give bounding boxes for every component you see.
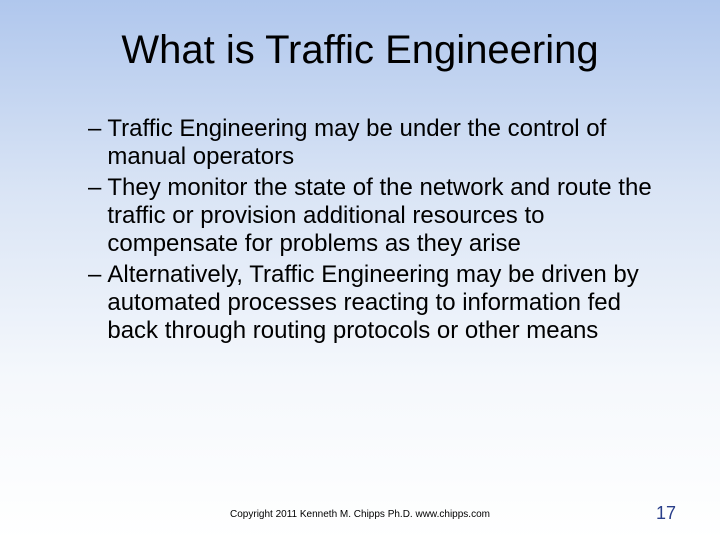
bullet-text: Traffic Engineering may be under the con… — [107, 115, 660, 172]
bullet-text: They monitor the state of the network an… — [107, 174, 660, 259]
list-item: – They monitor the state of the network … — [88, 174, 660, 259]
bullet-dash-icon: – — [88, 174, 107, 259]
list-item: – Alternatively, Traffic Engineering may… — [88, 261, 660, 346]
bullet-dash-icon: – — [88, 115, 107, 172]
copyright-footer: Copyright 2011 Kenneth M. Chipps Ph.D. w… — [0, 509, 720, 520]
list-item: – Traffic Engineering may be under the c… — [88, 115, 660, 172]
bullet-dash-icon: – — [88, 261, 107, 346]
slide: What is Traffic Engineering – Traffic En… — [0, 0, 720, 540]
page-number: 17 — [656, 503, 676, 524]
bullet-text: Alternatively, Traffic Engineering may b… — [107, 261, 660, 346]
slide-title: What is Traffic Engineering — [60, 28, 660, 73]
slide-content: – Traffic Engineering may be under the c… — [60, 115, 660, 346]
